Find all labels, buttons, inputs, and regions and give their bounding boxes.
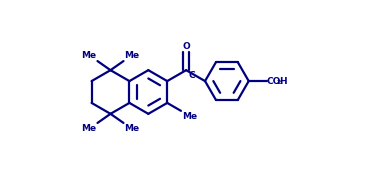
Text: Me: Me [125, 51, 139, 60]
Text: Me: Me [82, 51, 96, 60]
Text: O: O [182, 42, 190, 51]
Text: CO: CO [267, 77, 281, 86]
Text: 2: 2 [276, 80, 280, 85]
Text: Me: Me [125, 124, 139, 133]
Text: C: C [188, 71, 195, 80]
Text: H: H [280, 77, 287, 86]
Text: Me: Me [82, 124, 96, 133]
Text: Me: Me [182, 112, 197, 121]
